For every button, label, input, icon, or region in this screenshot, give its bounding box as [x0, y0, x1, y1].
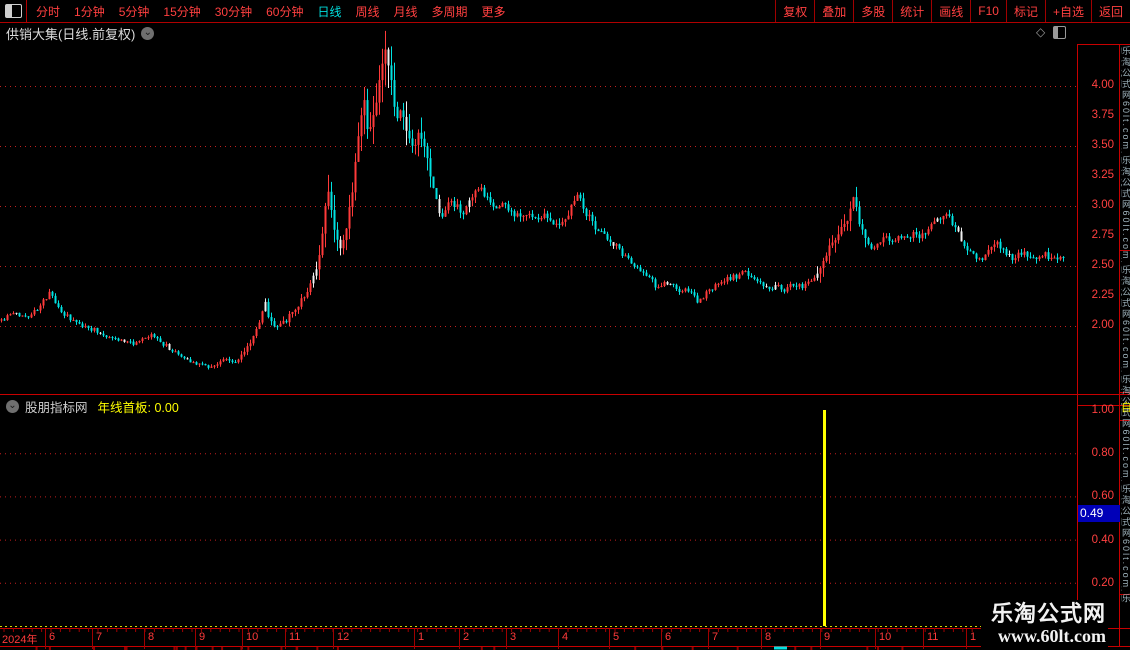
indicator-value: 0.00 [154, 400, 179, 415]
action-button[interactable]: 统计 [892, 0, 931, 22]
toolbar-actions: 复权 叠加 多股 统计 画线 F10 标记 +自选 返回 [775, 0, 1130, 22]
diamond-icon[interactable]: ◇ [1036, 25, 1046, 39]
date-axis-label: 3 [510, 631, 517, 643]
action-button[interactable]: 标记 [1005, 0, 1045, 22]
right-sidebar-strip[interactable]: 乐淘公式网60lt.com 乐淘公式网60lt.com 乐淘公式网60lt.co… [1121, 46, 1130, 605]
price-axis-label: 2.50 [1091, 259, 1114, 271]
price-axis-label: 3.00 [1091, 199, 1114, 211]
date-axis-label: 8 [765, 631, 772, 643]
indicator-name: 年线首板 [97, 400, 148, 415]
price-axis-label: 3.50 [1091, 139, 1114, 151]
chevron-down-icon[interactable]: ⌄ [6, 399, 19, 413]
date-axis-label: 1 [418, 631, 425, 643]
indicator-axis-label: 0.80 [1091, 447, 1114, 460]
period-tab[interactable]: 60分钟 [266, 4, 304, 19]
more-arrow-icon[interactable]: › [497, 4, 502, 18]
price-axis-label: 3.75 [1091, 109, 1114, 121]
date-axis-label: 9 [199, 631, 206, 643]
watermark-url: www.60lt.com [998, 626, 1106, 646]
watermark: 乐淘公式网 www.60lt.com [980, 600, 1108, 648]
date-axis-label: 11 [289, 631, 301, 643]
date-axis-label: 9 [824, 631, 831, 643]
price-axis-label: 3.25 [1091, 169, 1114, 181]
action-button[interactable]: +自选 [1044, 0, 1091, 22]
date-axis-label: 1 [970, 631, 977, 643]
period-tab[interactable]: 周线 [355, 4, 380, 19]
date-axis-label: 11 [927, 631, 939, 643]
date-axis-label: 7 [712, 631, 719, 643]
panel-layout-icon[interactable] [1053, 25, 1067, 39]
date-axis-label: 4 [562, 631, 569, 643]
date-axis-label: 2 [463, 631, 470, 643]
action-button[interactable]: 复权 [775, 0, 814, 22]
indicator-axis-label: 0.40 [1091, 533, 1114, 546]
action-button[interactable]: 叠加 [814, 0, 853, 22]
date-axis-label: 10 [246, 631, 259, 643]
action-button[interactable]: F10 [970, 0, 1006, 22]
action-button[interactable]: 返回 [1090, 0, 1130, 22]
split-panel-icon [4, 4, 22, 18]
indicator-axis-label: 0.60 [1091, 490, 1114, 503]
date-axis-label: 12 [337, 631, 350, 643]
action-button[interactable]: 画线 [931, 0, 970, 22]
period-tab[interactable]: 30分钟 [214, 4, 253, 19]
period-tab[interactable]: 1分钟 [74, 4, 105, 19]
top-toolbar: 分时 1分钟 5分钟 15分钟 30分钟 60分钟 日线 周线 月线 多周期 更多 › 复权 叠加 多股… [0, 0, 1130, 23]
axis-value-badge: 0.49 [1078, 505, 1120, 522]
price-axis-label: 2.75 [1091, 229, 1114, 241]
indicator-panel-header: ⌄ 股朋指标网 年线首板: 0.00 [0, 397, 179, 415]
date-axis-label: 10 [879, 631, 892, 643]
period-tab[interactable]: 日线 [317, 4, 342, 19]
action-button[interactable]: 多股 [853, 0, 892, 22]
date-axis-label: 8 [148, 631, 155, 643]
date-axis-label: 2024年 [2, 634, 38, 646]
period-tab[interactable]: 15分钟 [163, 4, 201, 19]
period-tab[interactable]: 多周期 [431, 4, 468, 19]
period-tabs: 分时 1分钟 5分钟 15分钟 30分钟 60分钟 日线 周线 月线 多周期 更多 [27, 3, 506, 20]
sidebar-badge[interactable]: 自 [1121, 402, 1130, 414]
period-tab[interactable]: 月线 [393, 4, 418, 19]
indicator-axis-label: 1.00 [1091, 404, 1114, 416]
period-tab[interactable]: 5分钟 [118, 4, 150, 19]
indicator-sep: : [147, 400, 155, 415]
indicator-source-label: 股朋指标网 [25, 400, 88, 415]
period-tab[interactable]: 更多 [481, 4, 506, 19]
date-axis-label: 6 [665, 631, 672, 643]
period-tab[interactable]: 分时 [36, 4, 61, 19]
date-axis-label: 6 [49, 631, 56, 643]
date-axis-label: 7 [96, 631, 103, 643]
chevron-down-icon[interactable]: ⌄ [141, 26, 155, 40]
layout-toggle-button[interactable] [0, 0, 27, 22]
indicator-axis-label: 0.20 [1091, 576, 1114, 589]
price-axis-label: 2.25 [1091, 289, 1114, 301]
price-axis-label: 2.00 [1091, 319, 1114, 331]
chart-corner-icons: ◇ [1036, 25, 1067, 39]
chart-title: 供销大集(日线.前复权) [6, 26, 136, 42]
indicator-value-label: 年线首板: 0.00 [98, 397, 179, 416]
watermark-site-name: 乐淘公式网 [990, 601, 1106, 626]
title-row: 供销大集(日线.前复权) ⌄ [0, 22, 155, 44]
date-axis-label: 5 [613, 631, 620, 643]
price-axis-label: 4.00 [1091, 79, 1114, 91]
